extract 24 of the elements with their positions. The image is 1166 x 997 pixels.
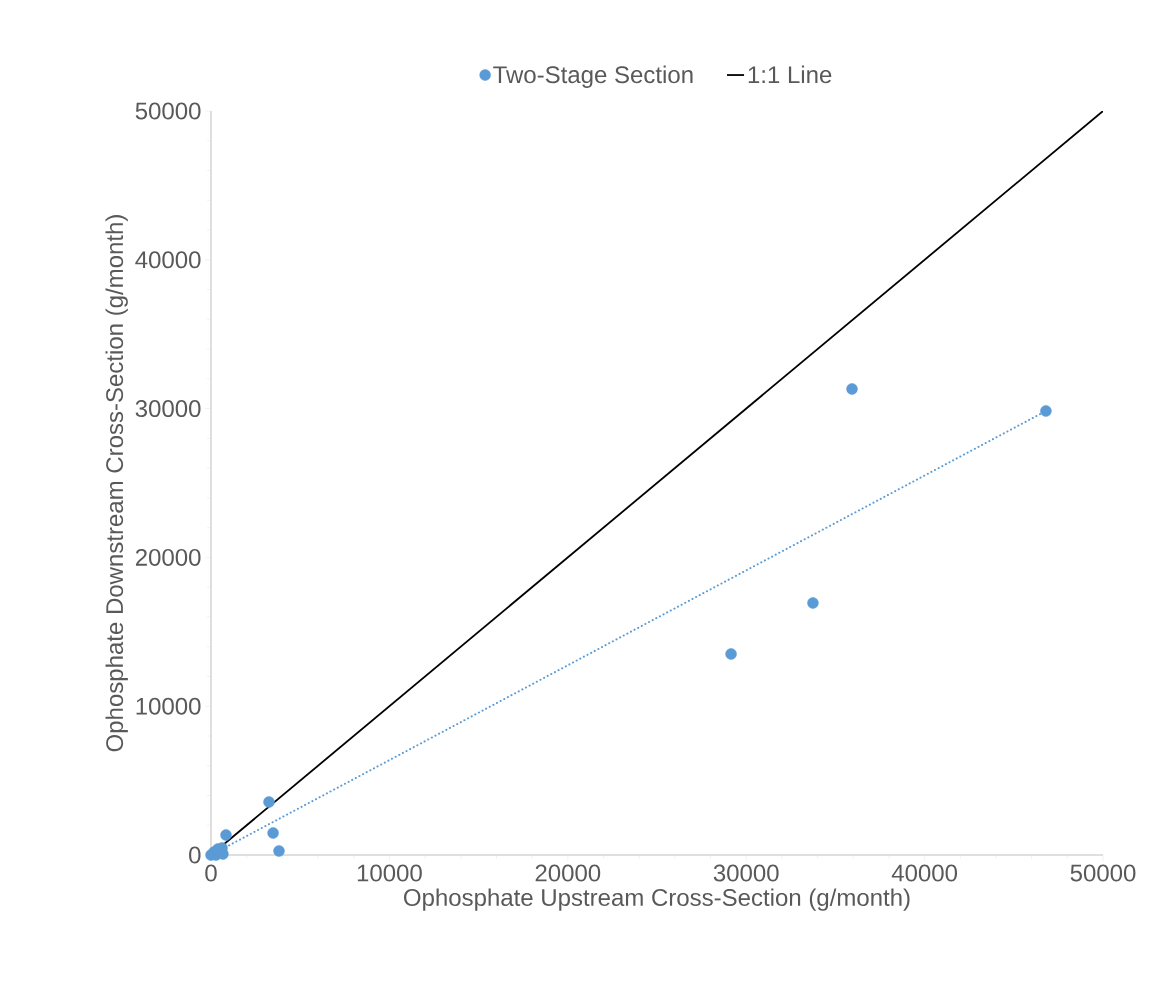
y-tick-label: 0 [189,846,201,864]
point [807,597,819,609]
x-tick-label: 10000 [357,864,422,882]
x-tick-label: 0 [205,864,217,882]
point [273,845,285,857]
point [1040,405,1052,417]
x-tick-label: 40000 [891,864,958,882]
y-tick-label: 20000 [135,548,201,566]
point [263,796,275,808]
y-tick-label: 10000 [136,697,201,715]
legend-label: 1:1 Line [748,65,832,84]
x-tick-label: 30000 [713,864,779,882]
y-tick-label: 40000 [135,251,201,269]
legend-label: Two-Stage Section [493,65,693,88]
y-axis-title: Ophosphate Downstream Cross-Section (g/month) [105,215,128,752]
point [846,383,858,395]
x-tick-label: 20000 [535,864,601,882]
y-tick-label: 50000 [135,102,201,120]
point [725,648,737,660]
point [267,827,279,839]
x-tick-label: 50000 [1070,864,1136,882]
x-axis-title: Ophosphate Upstream Cross-Section (g/month) [404,888,910,911]
point [220,829,232,841]
y-tick-label: 30000 [135,400,201,418]
